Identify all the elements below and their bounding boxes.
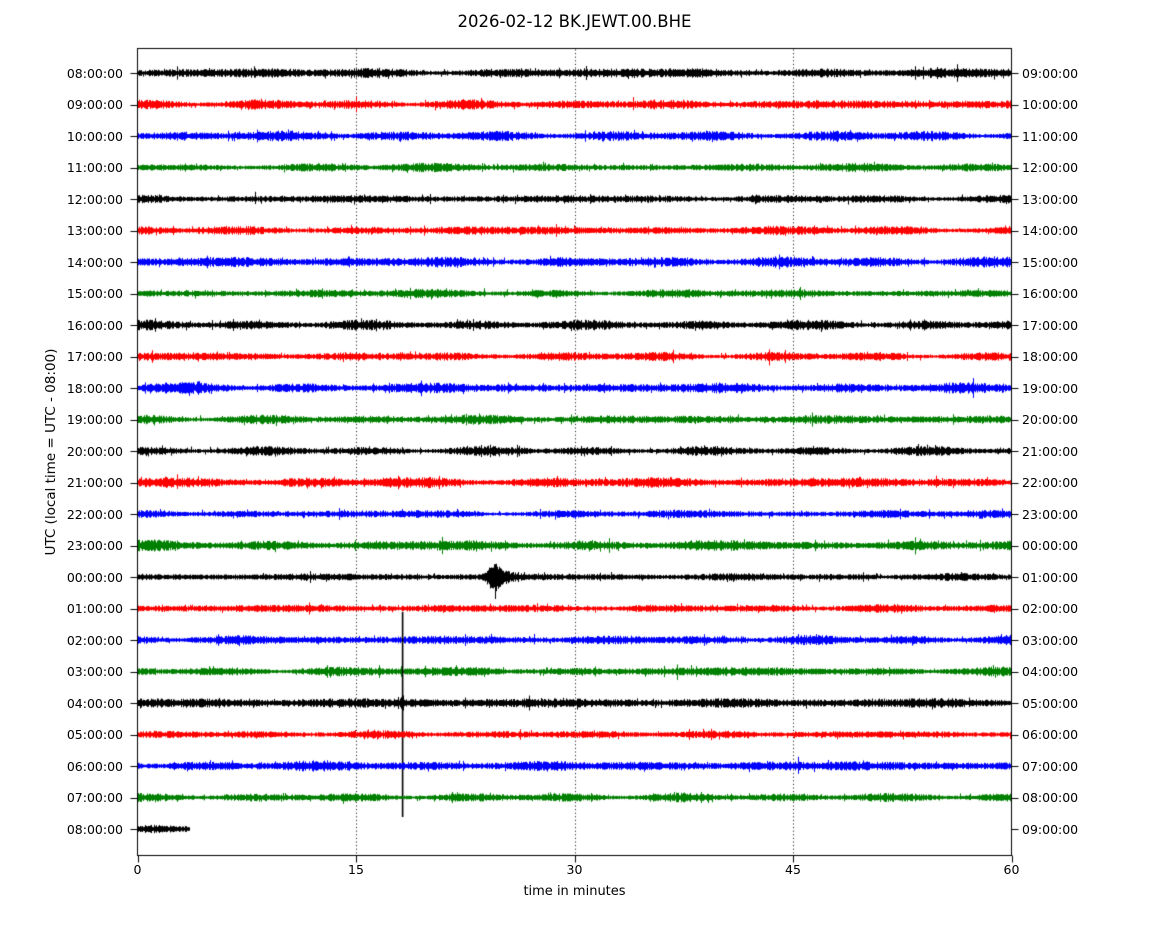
local-time-label: 08:00:00 [1022,790,1079,805]
local-time-label: 03:00:00 [1022,632,1079,648]
utc-time-label: 18:00:00 [66,380,123,396]
local-time-label: 13:00:00 [1022,191,1079,207]
local-time-label: 11:00:00 [1022,128,1079,144]
local-time-label: 02:00:00 [1022,601,1079,616]
local-time-label: 07:00:00 [1022,758,1079,774]
utc-time-label: 22:00:00 [66,506,123,522]
local-time-label: 23:00:00 [1022,506,1079,522]
utc-time-label: 16:00:00 [66,317,123,333]
utc-time-label: 07:00:00 [66,790,123,805]
minute-tick-label: 0 [133,862,142,877]
minute-tick-label: 15 [348,862,364,877]
local-time-label: 09:00:00 [1022,65,1079,81]
utc-time-label: 23:00:00 [66,538,123,553]
local-time-label: 10:00:00 [1022,97,1079,112]
utc-time-label: 08:00:00 [66,821,123,837]
utc-time-label: 09:00:00 [66,97,123,112]
minute-tick-label: 30 [566,862,583,877]
minute-tick-label: 60 [1003,862,1020,877]
utc-time-label: 02:00:00 [66,632,123,648]
local-time-label: 17:00:00 [1022,317,1079,333]
local-time-label: 06:00:00 [1022,727,1079,742]
local-time-label: 19:00:00 [1022,380,1079,396]
local-time-label: 15:00:00 [1022,254,1079,270]
local-time-label: 14:00:00 [1022,223,1079,238]
utc-time-label: 04:00:00 [66,695,123,711]
local-time-label: 05:00:00 [1022,695,1079,711]
utc-time-label: 00:00:00 [66,569,123,585]
local-time-label: 01:00:00 [1022,569,1079,585]
utc-time-label: 03:00:00 [66,664,123,679]
local-time-label: 22:00:00 [1022,475,1079,490]
utc-time-label: 17:00:00 [66,349,123,364]
utc-time-label: 08:00:00 [66,65,123,81]
utc-time-label: 06:00:00 [66,758,123,774]
utc-time-label: 05:00:00 [66,727,123,742]
utc-time-label: 14:00:00 [66,254,123,270]
utc-time-label: 20:00:00 [66,443,123,459]
local-time-label: 18:00:00 [1022,349,1079,364]
local-time-label: 00:00:00 [1022,538,1079,553]
minute-tick-label: 45 [785,862,801,877]
local-time-label: 04:00:00 [1022,664,1079,679]
utc-time-label: 13:00:00 [66,223,123,238]
utc-time-label: 19:00:00 [66,412,123,427]
local-time-label: 12:00:00 [1022,160,1079,175]
utc-time-label: 10:00:00 [66,128,123,144]
utc-time-label: 12:00:00 [66,191,123,207]
local-time-label: 20:00:00 [1022,412,1079,427]
local-time-label: 21:00:00 [1022,443,1079,459]
local-time-label: 09:00:00 [1022,821,1079,837]
local-time-label: 16:00:00 [1022,286,1079,301]
plot-title: 2026-02-12 BK.JEWT.00.BHE [457,12,692,31]
utc-time-label: 11:00:00 [66,160,123,175]
x-axis-label: time in minutes [523,884,626,899]
utc-time-label: 01:00:00 [66,601,123,616]
utc-time-label: 21:00:00 [66,475,123,490]
utc-time-label: 15:00:00 [66,286,123,301]
